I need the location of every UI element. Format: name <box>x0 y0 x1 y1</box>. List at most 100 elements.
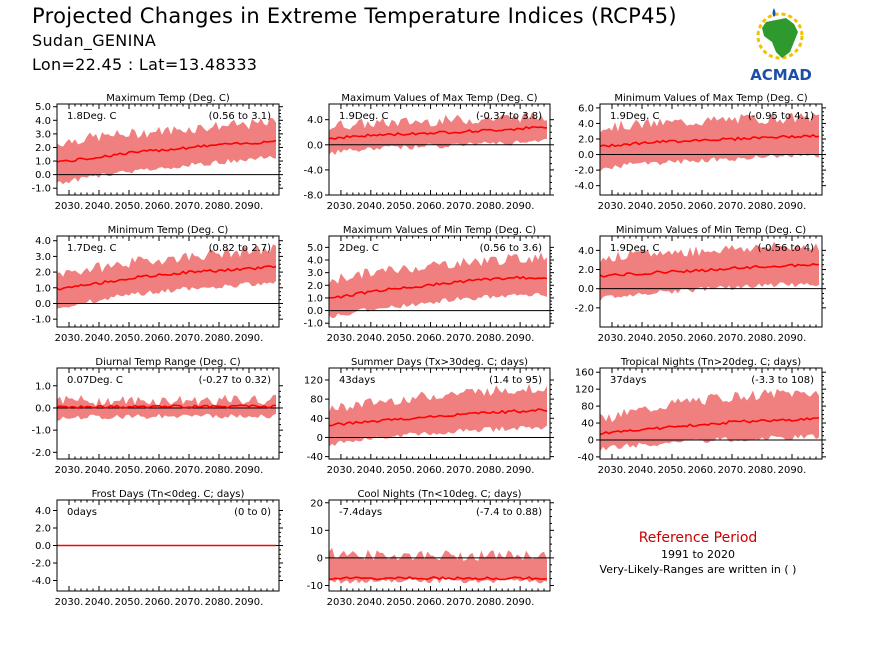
x-tick-label: 2050. <box>115 465 144 476</box>
median-line <box>56 265 277 291</box>
x-tick-label: 2040. <box>628 333 657 344</box>
panel-title: Summer Days (Tx>30deg. C; days) <box>351 357 528 368</box>
x-tick-label: 2080. <box>476 597 505 608</box>
x-tick-label: 2090. <box>235 201 264 212</box>
y-tick-label: -1.0 <box>31 426 51 437</box>
panel-summary: 1.9Deg. C <box>610 111 659 122</box>
panel-title: Minimum Temp (Deg. C) <box>108 225 229 236</box>
y-tick-label: 1.0 <box>307 293 323 304</box>
x-tick-label: 2060. <box>145 465 174 476</box>
panel-range: (0.82 to 2.7) <box>209 243 271 254</box>
x-tick-label: 2030. <box>55 333 84 344</box>
y-tick-label: 2.0 <box>307 281 323 292</box>
x-tick-label: 2070. <box>718 333 747 344</box>
x-tick-label: 2050. <box>386 465 415 476</box>
x-tick-label: 2060. <box>416 333 445 344</box>
y-tick-label: 2.0 <box>578 135 594 146</box>
panel-summary: 43days <box>339 375 375 386</box>
y-tick-label: -40 <box>578 452 594 463</box>
x-tick-label: 2060. <box>688 465 717 476</box>
logo-text: ACMAD <box>750 66 812 84</box>
x-tick-label: 2070. <box>175 201 204 212</box>
x-tick-label: 2070. <box>446 201 475 212</box>
x-tick-label: 2050. <box>658 333 687 344</box>
panel-summary: 2Deg. C <box>339 243 379 254</box>
page-title: Projected Changes in Extreme Temperature… <box>32 4 677 28</box>
x-tick-label: 2050. <box>386 597 415 608</box>
x-tick-label: 2030. <box>327 333 356 344</box>
y-tick-label: 20 <box>310 498 323 509</box>
coordinates: Lon=22.45 : Lat=13.48333 <box>32 55 258 74</box>
x-tick-label: 2070. <box>175 465 204 476</box>
panel-title: Minimum Values of Min Temp (Deg. C) <box>616 225 806 236</box>
panel-title: Minimum Values of Max Temp (Deg. C) <box>614 93 807 104</box>
x-tick-label: 2070. <box>446 465 475 476</box>
x-tick-label: 2090. <box>778 333 807 344</box>
y-tick-label: 3.0 <box>35 252 51 263</box>
y-tick-label: 40 <box>310 414 323 425</box>
x-tick-label: 2090. <box>235 333 264 344</box>
x-tick-label: 2080. <box>476 465 505 476</box>
x-tick-label: 2060. <box>416 201 445 212</box>
median-line <box>56 139 277 163</box>
x-tick-label: 2030. <box>598 333 627 344</box>
y-tick-label: -1.0 <box>303 319 323 330</box>
water-drop-icon <box>772 8 776 17</box>
range-band <box>329 111 547 155</box>
y-tick-label: 4.0 <box>578 246 594 257</box>
x-tick-label: 2050. <box>386 201 415 212</box>
panel-frame <box>599 235 823 328</box>
x-tick-label: 2060. <box>145 333 174 344</box>
x-tick-label: 2030. <box>327 597 356 608</box>
x-tick-label: 2080. <box>205 465 234 476</box>
range-band <box>329 252 547 318</box>
y-tick-label: 4.0 <box>307 256 323 267</box>
x-tick-label: 2090. <box>506 333 535 344</box>
africa-logo-icon: ACMAD <box>750 8 812 84</box>
y-tick-label: -4.0 <box>574 181 594 192</box>
y-tick-label: -4.0 <box>303 165 323 176</box>
panel-title: Maximum Values of Max Temp (Deg. C) <box>341 93 537 104</box>
x-tick-label: 2050. <box>658 201 687 212</box>
panel-range: (-3.3 to 108) <box>751 375 814 386</box>
y-tick-label: -40 <box>307 452 323 463</box>
y-tick-label: 2.0 <box>35 524 51 535</box>
x-tick-label: 2060. <box>688 333 717 344</box>
x-tick-label: 2080. <box>476 201 505 212</box>
panel-summary: 1.9Deg. C <box>339 111 388 122</box>
x-tick-label: 2060. <box>416 597 445 608</box>
x-tick-label: 2070. <box>446 333 475 344</box>
x-tick-label: 2090. <box>235 597 264 608</box>
y-tick-label: 4.0 <box>35 236 51 247</box>
y-tick-label: 40 <box>581 419 594 430</box>
y-tick-label: 1.0 <box>35 381 51 392</box>
chart-panel: -1.0 0.0 1.02.0 3.04.0 5.0 2030. 2040. 2050. 206… <box>303 225 554 344</box>
median-line <box>328 126 548 140</box>
x-tick-label: 2060. <box>416 465 445 476</box>
range-band <box>329 547 547 584</box>
panel-frame <box>328 235 551 328</box>
y-tick-label: 4.0 <box>307 115 323 126</box>
y-tick-label: 4.0 <box>35 506 51 517</box>
y-tick-label: 0.0 <box>35 403 51 414</box>
y-tick-label: 0.0 <box>35 541 51 552</box>
x-tick-label: 2030. <box>598 201 627 212</box>
x-tick-label: 2080. <box>205 597 234 608</box>
range-band <box>600 241 819 302</box>
x-tick-label: 2080. <box>748 465 777 476</box>
y-tick-label: 10 <box>310 526 323 537</box>
range-band <box>600 388 819 452</box>
panel-summary: 1.9Deg. C <box>610 243 659 254</box>
range-band <box>57 244 276 309</box>
y-tick-label: 2.0 <box>35 143 51 154</box>
x-tick-label: 2040. <box>356 465 385 476</box>
median-line <box>328 408 548 427</box>
panel-title: Cool Nights (Tn<10deg. C; days) <box>357 489 521 500</box>
panel-frame <box>56 103 280 196</box>
panel-range: (-0.37 to 3.8) <box>476 111 542 122</box>
panel-summary: 0.07Deg. C <box>67 375 123 386</box>
panel-range: (1.4 to 95) <box>489 375 542 386</box>
median-line <box>599 133 820 148</box>
